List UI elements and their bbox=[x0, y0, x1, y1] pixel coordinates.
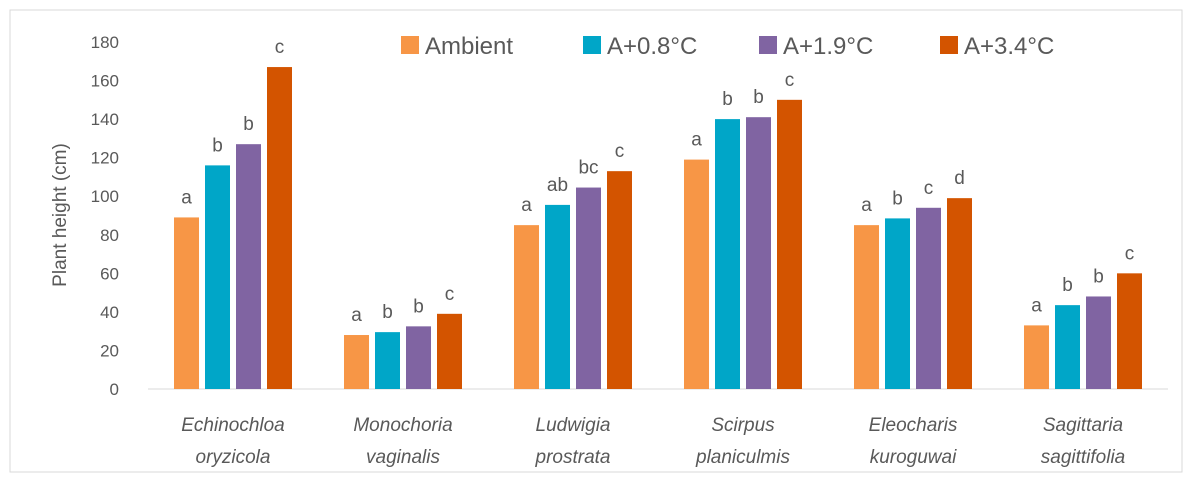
category-label: Ludwigia bbox=[536, 415, 611, 436]
significance-label: b bbox=[382, 302, 393, 323]
significance-label: ab bbox=[547, 175, 568, 196]
significance-label: c bbox=[445, 284, 455, 305]
legend-label: A+3.4°C bbox=[964, 33, 1054, 60]
category-label: planiculmis bbox=[695, 447, 790, 468]
category-label: sagittifolia bbox=[1041, 447, 1126, 468]
y-tick-label: 80 bbox=[100, 226, 119, 245]
legend-label: A+0.8°C bbox=[607, 33, 697, 60]
significance-label: bc bbox=[578, 158, 598, 179]
category-label: Scirpus bbox=[711, 415, 775, 436]
significance-label: b bbox=[722, 89, 733, 110]
y-tick-label: 160 bbox=[91, 72, 119, 91]
significance-label: c bbox=[785, 70, 795, 91]
y-tick-label: 180 bbox=[91, 33, 119, 52]
category-label: oryzicola bbox=[196, 447, 271, 468]
y-tick-label: 0 bbox=[110, 380, 119, 399]
legend-label: A+1.9°C bbox=[783, 33, 873, 60]
category-labels: Echinochloa oryzicola Monochoria vaginalis L… bbox=[181, 415, 1125, 468]
y-tick-label: 60 bbox=[100, 264, 119, 283]
y-axis-ticks: 0 20 40 60 80 100 120 140 160 180 bbox=[91, 33, 119, 399]
significance-label: b bbox=[753, 87, 764, 108]
bar bbox=[607, 171, 632, 389]
bar bbox=[406, 326, 431, 389]
bar bbox=[1117, 273, 1142, 389]
bar bbox=[344, 335, 369, 389]
significance-label: c bbox=[1125, 243, 1135, 264]
category-label: Eleocharis bbox=[869, 415, 958, 436]
bar bbox=[854, 225, 879, 389]
category-label: kuroguwai bbox=[870, 447, 957, 468]
bar bbox=[236, 144, 261, 389]
bar bbox=[514, 225, 539, 389]
category-label: Sagittaria bbox=[1043, 415, 1123, 436]
bar bbox=[1055, 305, 1080, 389]
significance-label: a bbox=[1031, 295, 1042, 316]
category-label: prostrata bbox=[535, 447, 611, 468]
bar bbox=[746, 117, 771, 389]
category-label: vaginalis bbox=[366, 447, 440, 468]
significance-label: d bbox=[954, 168, 965, 189]
significance-label: c bbox=[615, 141, 625, 162]
legend-swatch bbox=[759, 36, 777, 54]
bar bbox=[1024, 325, 1049, 389]
y-tick-label: 120 bbox=[91, 149, 119, 168]
y-tick-label: 140 bbox=[91, 110, 119, 129]
category-label: Echinochloa bbox=[181, 415, 285, 436]
significance-label: c bbox=[924, 178, 934, 199]
bars-group bbox=[174, 67, 1142, 390]
bar bbox=[947, 198, 972, 389]
significance-label: b bbox=[892, 188, 903, 209]
bar bbox=[267, 67, 292, 390]
legend-swatch bbox=[401, 36, 419, 54]
legend-label: Ambient bbox=[425, 33, 513, 60]
significance-label: a bbox=[181, 187, 192, 208]
significance-label: a bbox=[861, 195, 872, 216]
bar bbox=[545, 204, 570, 389]
significance-label: a bbox=[691, 130, 702, 151]
category-label: Monochoria bbox=[353, 415, 452, 436]
significance-label: b bbox=[243, 114, 254, 135]
bar bbox=[885, 218, 910, 389]
bar bbox=[174, 217, 199, 389]
significance-label: a bbox=[521, 195, 532, 216]
bar bbox=[916, 207, 941, 389]
bar bbox=[205, 165, 230, 389]
significance-label: a bbox=[351, 305, 362, 326]
significance-label: b bbox=[1093, 266, 1104, 287]
bar bbox=[576, 187, 601, 389]
y-tick-label: 20 bbox=[100, 341, 119, 360]
legend: Ambient A+0.8°C A+1.9°C A+3.4°C bbox=[401, 33, 1054, 60]
bar bbox=[437, 313, 462, 389]
legend-swatch bbox=[583, 36, 601, 54]
bar bbox=[777, 99, 802, 389]
y-tick-label: 40 bbox=[100, 303, 119, 322]
significance-label: b bbox=[413, 296, 424, 317]
significance-label: b bbox=[212, 135, 223, 156]
legend-swatch bbox=[940, 36, 958, 54]
significance-label: c bbox=[275, 37, 285, 58]
bar bbox=[1086, 296, 1111, 389]
bar bbox=[715, 119, 740, 389]
y-tick-label: 100 bbox=[91, 187, 119, 206]
bar bbox=[684, 159, 709, 389]
bar bbox=[375, 332, 400, 389]
significance-label: b bbox=[1062, 275, 1073, 296]
y-axis-title: Plant height (cm) bbox=[50, 143, 71, 287]
